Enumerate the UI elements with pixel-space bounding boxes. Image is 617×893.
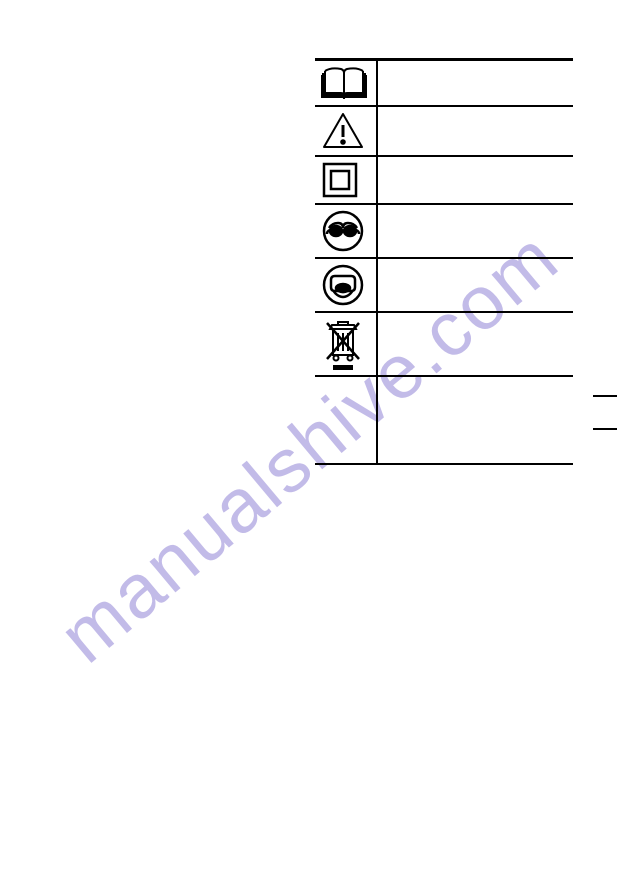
dust-mask-icon	[321, 263, 365, 307]
table-row	[315, 106, 573, 156]
manual-book-icon	[321, 65, 367, 101]
warning-triangle-icon	[321, 111, 365, 151]
icon-cell-noise	[315, 376, 377, 464]
desc-cell	[377, 60, 573, 107]
desc-cell	[377, 204, 573, 258]
desc-cell	[377, 376, 573, 464]
double-insulation-icon	[321, 161, 359, 199]
table-row	[315, 258, 573, 312]
desc-cell	[377, 106, 573, 156]
desc-cell	[377, 258, 573, 312]
table-row	[315, 60, 573, 107]
table-row	[315, 204, 573, 258]
icon-cell-warning	[315, 106, 377, 156]
icon-cell-weee	[315, 312, 377, 376]
eye-protection-icon	[321, 209, 365, 253]
weee-bin-icon	[321, 317, 365, 371]
icon-cell-manual	[315, 60, 377, 107]
icon-cell-double-insulation	[315, 156, 377, 204]
table-row	[315, 312, 573, 376]
table-row	[315, 376, 573, 464]
desc-cell	[377, 312, 573, 376]
table-row	[315, 156, 573, 204]
icon-cell-eye-protection	[315, 204, 377, 258]
page-edge-marker	[593, 395, 617, 430]
desc-cell	[377, 156, 573, 204]
icon-cell-dust-mask	[315, 258, 377, 312]
safety-icon-table	[315, 58, 573, 465]
